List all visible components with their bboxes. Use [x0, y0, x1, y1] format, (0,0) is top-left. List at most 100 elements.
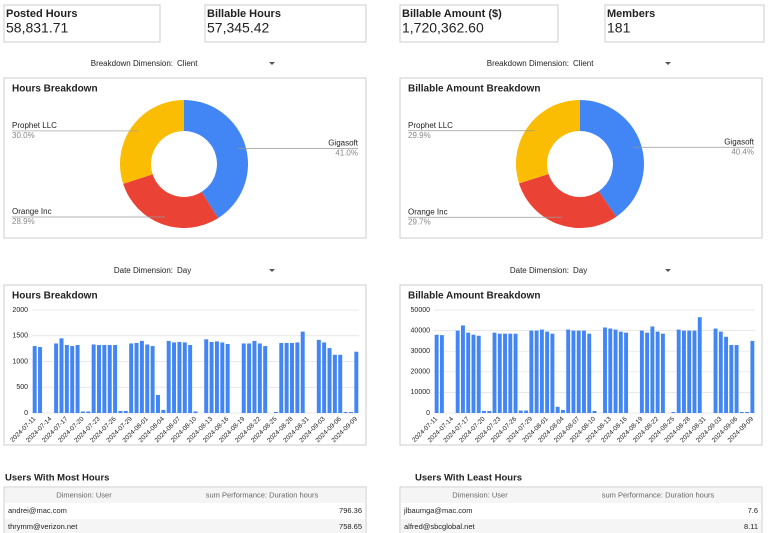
- bar: [188, 345, 193, 413]
- bar: [745, 411, 750, 413]
- bar: [492, 332, 497, 413]
- bar: [241, 343, 246, 413]
- slice-percent: 29.7%: [408, 217, 431, 226]
- slice-percent: 30.0%: [12, 131, 35, 140]
- chart-title: Hours Breakdown: [12, 291, 98, 302]
- bar: [608, 328, 613, 413]
- y-tick-label: 0: [24, 410, 28, 417]
- bar: [263, 346, 268, 413]
- y-tick-label: 500: [16, 384, 28, 391]
- bar: [460, 325, 465, 413]
- chart-title: Billable Amount Breakdown: [408, 84, 540, 95]
- bar: [338, 354, 343, 413]
- bar: [692, 330, 697, 413]
- scorecard-value: 58,831.71: [6, 20, 68, 36]
- bar: [676, 329, 681, 413]
- bar: [624, 332, 629, 413]
- bar: [257, 343, 262, 413]
- donut-slice: [580, 100, 645, 217]
- bar: [182, 342, 187, 413]
- bar: [59, 338, 64, 413]
- bar: [471, 334, 476, 413]
- cell: 8.11: [744, 522, 758, 531]
- bar: [455, 330, 460, 413]
- bar: [70, 346, 75, 413]
- scorecard-value: 1,720,362.60: [402, 20, 484, 36]
- y-tick-label: 2000: [12, 307, 28, 314]
- bar: [534, 330, 539, 413]
- dropdown[interactable]: Date Dimension: Day: [114, 266, 275, 275]
- bar: [729, 345, 734, 413]
- slice-percent: 41.0%: [335, 148, 358, 157]
- bar: [487, 410, 492, 413]
- column-header: sum Performance: Duration hours: [602, 490, 715, 499]
- dropdown-value: Day: [177, 266, 191, 275]
- scorecard: [399, 4, 559, 43]
- bar: [225, 343, 230, 413]
- bar: [439, 335, 444, 413]
- bar: [118, 410, 123, 413]
- dropdown[interactable]: Date Dimension: Day: [510, 266, 671, 275]
- bar: [582, 330, 586, 413]
- bar: [655, 331, 660, 413]
- bar: [38, 347, 43, 413]
- y-tick-label: 40000: [411, 327, 431, 334]
- bar: [555, 406, 560, 413]
- bar: [204, 339, 209, 413]
- dropdown-label: Date Dimension:: [114, 266, 173, 275]
- bar: [592, 410, 597, 413]
- scorecard-value: 181: [607, 20, 631, 36]
- bar: [145, 344, 150, 413]
- slice-label: Orange Inc: [408, 207, 448, 216]
- bar: [123, 410, 128, 413]
- bar: [618, 331, 623, 413]
- column-header: Dimension: User: [56, 490, 112, 499]
- dropdown-arrow: [269, 269, 275, 272]
- bar: [172, 342, 177, 413]
- slice-label: Prophet LLC: [12, 121, 57, 130]
- bar: [576, 330, 581, 413]
- bar: [560, 409, 565, 413]
- bar: [539, 329, 544, 413]
- bar: [724, 336, 729, 413]
- bar: [524, 410, 529, 413]
- bar: [75, 345, 80, 413]
- bar: [129, 343, 134, 413]
- column-header: Dimension: User: [452, 490, 508, 499]
- bar: [645, 332, 650, 413]
- bar: [209, 341, 214, 413]
- bar: [150, 346, 155, 413]
- bar: [102, 345, 107, 413]
- table-title: Users With Least Hours: [415, 473, 522, 484]
- bar: [639, 330, 644, 413]
- scorecard-label: Members: [607, 8, 655, 20]
- dropdown-label: Breakdown Dimension:: [91, 59, 173, 68]
- dropdown-arrow: [665, 269, 671, 272]
- bar: [193, 411, 198, 413]
- cell: thrymm@verizon.net: [8, 522, 78, 531]
- bar: [284, 342, 289, 413]
- donut-slice: [184, 100, 248, 219]
- table-title: Users With Most Hours: [5, 473, 109, 484]
- bar: [354, 351, 359, 413]
- dropdown[interactable]: Breakdown Dimension: Client: [91, 59, 275, 68]
- bar: [295, 342, 300, 413]
- cell: jlbaumga@mac.com: [403, 506, 472, 515]
- scorecard: [3, 4, 161, 43]
- bar: [139, 340, 144, 413]
- row-stripe: [401, 519, 761, 533]
- bar: [348, 411, 353, 413]
- bar: [739, 411, 744, 413]
- bar: [161, 409, 166, 413]
- bar: [327, 348, 332, 413]
- slice-percent: 28.9%: [12, 217, 35, 226]
- table-header: [401, 488, 761, 503]
- chart-title: Billable Amount Breakdown: [408, 291, 540, 302]
- bar: [660, 333, 665, 413]
- bar: [434, 334, 439, 413]
- bar: [650, 326, 655, 413]
- bar: [177, 341, 182, 413]
- dropdown[interactable]: Breakdown Dimension: Client: [487, 59, 671, 68]
